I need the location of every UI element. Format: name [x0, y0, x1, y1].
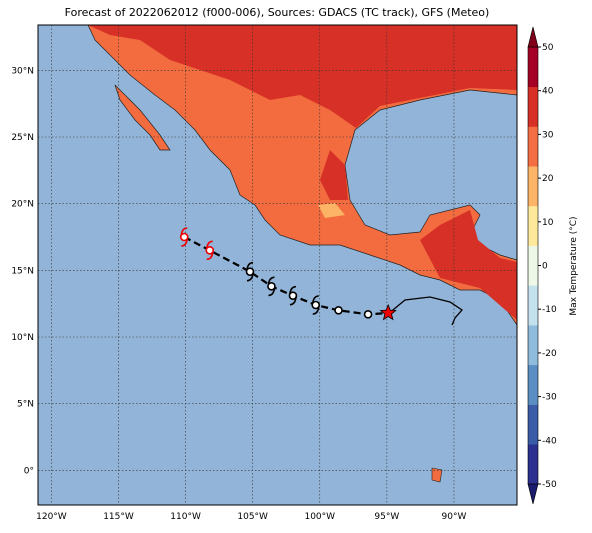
cyclone-symbol: [180, 227, 189, 247]
track-point: [379, 303, 397, 321]
track-point: [288, 291, 298, 300]
track-point: [334, 306, 343, 315]
colorbar-segment: [528, 404, 538, 445]
colorbar-tick-label: -40: [542, 436, 557, 446]
colorbar-tick-label: 30: [542, 130, 554, 140]
colorbar-label: Max Temperature (°C): [569, 216, 579, 315]
x-tick-label: 110°W: [170, 512, 201, 522]
track-point: [245, 267, 255, 276]
land: [114, 84, 171, 151]
colorbar-tick-label: 50: [542, 43, 554, 53]
y-tick-label: 20°N: [11, 200, 34, 210]
colorbar-tick-label: -20: [542, 349, 557, 359]
track-point: [267, 282, 276, 291]
x-tick-label: 105°W: [237, 512, 268, 522]
x-tick-label: 115°W: [103, 512, 134, 522]
cyclone-symbol: [205, 240, 214, 261]
colorbar-tick-label: -30: [542, 393, 557, 403]
colorbar-segment: [528, 325, 538, 366]
colorbar-segment: [528, 126, 538, 167]
colorbar-tick-label: -50: [542, 480, 557, 490]
x-tick-label: 95°W: [374, 512, 399, 522]
colorbar-extension: [527, 483, 539, 505]
cyclone-symbol: [267, 276, 276, 297]
map-area: [38, 25, 517, 505]
mild-region: [318, 203, 345, 218]
y-tick-label: 10°N: [11, 333, 34, 343]
colorbar-segment: [528, 364, 538, 405]
colorbar-tick-label: -10: [542, 305, 557, 315]
cyclone-symbol: [289, 285, 297, 306]
colorbar-tick-label: 10: [542, 218, 554, 228]
colorbar-segment: [528, 444, 538, 485]
track-point: [363, 310, 373, 319]
y-tick-label: 5°N: [17, 400, 34, 410]
cyclone-symbol: [246, 261, 254, 282]
track-extension: [387, 296, 463, 326]
track-point: [311, 300, 321, 310]
colorbar-tick-label: 40: [542, 87, 554, 97]
hot-region: [88, 25, 517, 128]
hot-region: [320, 150, 348, 200]
colorbar-segment: [528, 285, 538, 326]
track-point: [205, 246, 215, 255]
colorbar-segment: [528, 205, 538, 246]
x-tick-label: 120°W: [36, 512, 67, 522]
track-point: [179, 232, 189, 242]
y-tick-label: 30°N: [11, 66, 34, 76]
frame: [37, 24, 518, 506]
colorbar-segment: [528, 245, 538, 286]
colorbar-extension: [527, 26, 539, 48]
colorbar-tick-label: 20: [542, 174, 554, 184]
colorbar-tick-label: 0: [542, 262, 548, 272]
x-tick-label: 100°W: [304, 512, 335, 522]
colorbar-segment: [528, 166, 538, 207]
y-tick-label: 15°N: [11, 266, 34, 276]
hot-region: [420, 210, 517, 320]
island: [431, 467, 443, 483]
chart-title: Forecast of 2022062012 (f000-006), Sourc…: [65, 6, 490, 19]
y-tick-label: 0°: [24, 466, 34, 476]
cyclone-symbol: [311, 295, 320, 315]
y-tick-label: 25°N: [11, 133, 34, 143]
x-tick-label: 90°W: [442, 512, 467, 522]
colorbar-segment: [528, 86, 538, 127]
colorbar-segment: [528, 47, 538, 88]
